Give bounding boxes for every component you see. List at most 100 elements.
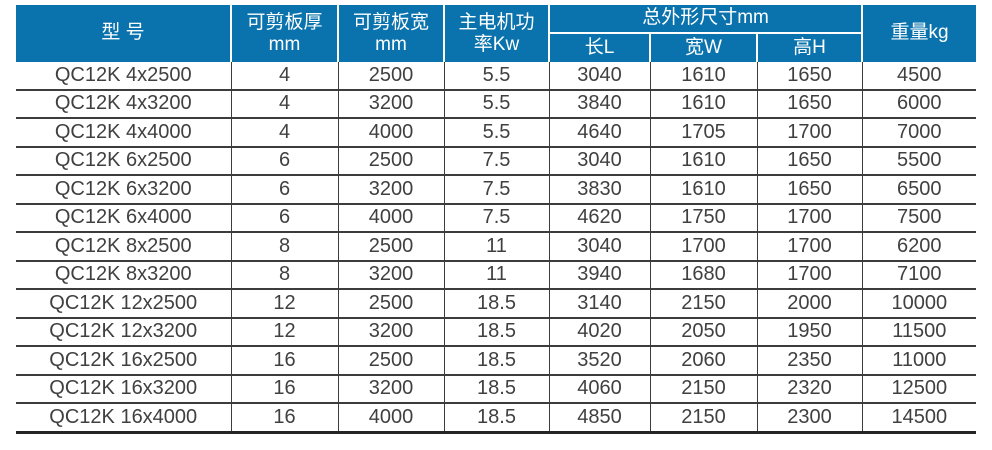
- table-row: QC12K 8x3200 8 3200 11 3940 1680 1700 7100: [16, 260, 977, 290]
- header-dim-height: 高H: [755, 32, 863, 62]
- cell-width: 3200: [337, 317, 444, 347]
- table-row: QC12K 16x2500 16 2500 18.5 3520 2060 2350 11000: [16, 346, 977, 376]
- cell-length: 4640: [548, 118, 650, 148]
- cell-width: 3200: [337, 374, 444, 404]
- cell-thickness: 8: [230, 232, 338, 262]
- table-row: QC12K 16x4000 16 4000 18.5 4850 2150 2300 14500: [16, 403, 977, 434]
- header-dim-width: 宽W: [649, 32, 757, 62]
- cell-dim-height: 2000: [756, 289, 863, 319]
- cell-dim-height: 1650: [756, 146, 863, 176]
- cell-thickness: 4: [230, 118, 338, 148]
- cell-thickness: 4: [230, 89, 338, 119]
- cell-model: QC12K 8x3200: [16, 260, 231, 290]
- table-row: QC12K 12x2500 12 2500 18.5 3140 2150 2000 10000: [16, 289, 977, 319]
- cell-thickness: 12: [230, 317, 338, 347]
- cell-dim-height: 1700: [756, 232, 863, 262]
- cell-dim-height: 2350: [756, 346, 863, 376]
- cell-width: 2500: [337, 62, 444, 91]
- cell-length: 3040: [548, 62, 650, 91]
- cell-thickness: 16: [230, 346, 338, 376]
- cell-model: QC12K 8x2500: [16, 232, 231, 262]
- table-row: QC12K 6x4000 6 4000 7.5 4620 1750 1700 7500: [16, 203, 977, 233]
- cell-dim-height: 1950: [756, 317, 863, 347]
- cell-dim-width: 1610: [649, 146, 757, 176]
- cell-weight: 6200: [861, 232, 977, 262]
- header-width-line1: 可剪板宽: [352, 11, 429, 33]
- header-power-line2: 率Kw: [473, 33, 520, 55]
- table-row: QC12K 4x4000 4 4000 5.5 4640 1705 1700 7000: [16, 118, 977, 148]
- cell-thickness: 6: [230, 146, 338, 176]
- cell-model: QC12K 4x2500: [16, 62, 231, 91]
- cell-model: QC12K 16x2500: [16, 346, 231, 376]
- cell-model: QC12K 16x4000: [16, 403, 231, 434]
- header-weight: 重量kg: [861, 5, 977, 62]
- table-row: QC12K 6x2500 6 2500 7.5 3040 1610 1650 5500: [16, 146, 977, 176]
- table-header: 型 号 可剪板厚 mm 可剪板宽 mm 主电机功 率Kw 总外形尺寸mm 重量k…: [16, 5, 977, 62]
- cell-length: 3040: [548, 232, 650, 262]
- cell-model: QC12K 6x4000: [16, 203, 231, 233]
- cell-dim-width: 2150: [649, 374, 757, 404]
- cell-dim-width: 1610: [649, 89, 757, 119]
- cell-width: 2500: [337, 289, 444, 319]
- cell-length: 4850: [548, 403, 650, 434]
- header-power-line1: 主电机功: [458, 11, 535, 33]
- cell-width: 4000: [337, 203, 444, 233]
- table-row: QC12K 4x2500 4 2500 5.5 3040 1610 1650 4500: [16, 62, 977, 91]
- cell-power: 18.5: [443, 289, 549, 319]
- cell-power: 11: [443, 260, 549, 290]
- cell-thickness: 12: [230, 289, 338, 319]
- cell-power: 5.5: [443, 62, 549, 91]
- spec-table: 型 号 可剪板厚 mm 可剪板宽 mm 主电机功 率Kw 总外形尺寸mm 重量k…: [16, 5, 977, 434]
- cell-power: 18.5: [443, 346, 549, 376]
- cell-length: 4020: [548, 317, 650, 347]
- cell-weight: 10000: [861, 289, 977, 319]
- cell-power: 7.5: [443, 203, 549, 233]
- cell-weight: 6000: [861, 89, 977, 119]
- header-model: 型 号: [16, 5, 231, 62]
- cell-width: 4000: [337, 118, 444, 148]
- cell-weight: 14500: [861, 403, 977, 434]
- cell-weight: 7500: [861, 203, 977, 233]
- cell-width: 2500: [337, 146, 444, 176]
- cell-thickness: 4: [230, 62, 338, 91]
- cell-model: QC12K 4x3200: [16, 89, 231, 119]
- table-row: QC12K 16x3200 16 3200 18.5 4060 2150 2320 12500: [16, 374, 977, 404]
- cell-width: 3200: [337, 89, 444, 119]
- header-width-line2: mm: [375, 33, 407, 55]
- cell-model: QC12K 4x4000: [16, 118, 231, 148]
- cell-width: 2500: [337, 232, 444, 262]
- cell-length: 4060: [548, 374, 650, 404]
- cell-length: 3140: [548, 289, 650, 319]
- cell-length: 3840: [548, 89, 650, 119]
- cell-dim-height: 1650: [756, 89, 863, 119]
- cell-power: 11: [443, 232, 549, 262]
- cell-power: 5.5: [443, 89, 549, 119]
- cell-dim-width: 1705: [649, 118, 757, 148]
- cell-weight: 12500: [861, 374, 977, 404]
- table-row: QC12K 12x3200 12 3200 18.5 4020 2050 1950 11500: [16, 317, 977, 347]
- cell-model: QC12K 12x2500: [16, 289, 231, 319]
- header-thickness-line2: mm: [268, 33, 301, 55]
- spec-table-container: 型 号 可剪板厚 mm 可剪板宽 mm 主电机功 率Kw 总外形尺寸mm 重量k…: [16, 5, 977, 434]
- cell-weight: 4500: [861, 62, 977, 91]
- cell-power: 18.5: [443, 403, 549, 434]
- cell-thickness: 8: [230, 260, 338, 290]
- cell-model: QC12K 6x2500: [16, 146, 231, 176]
- cell-power: 18.5: [443, 317, 549, 347]
- cell-weight: 7100: [861, 260, 977, 290]
- cell-dim-width: 2050: [649, 317, 757, 347]
- header-thickness-line1: 可剪板厚: [246, 11, 323, 33]
- cell-weight: 5500: [861, 146, 977, 176]
- cell-width: 4000: [337, 403, 444, 434]
- cell-thickness: 6: [230, 203, 338, 233]
- cell-length: 3830: [548, 175, 650, 205]
- cell-power: 7.5: [443, 175, 549, 205]
- cell-weight: 11500: [861, 317, 977, 347]
- cell-thickness: 16: [230, 403, 338, 434]
- cell-dim-height: 1700: [756, 203, 863, 233]
- cell-weight: 11000: [861, 346, 977, 376]
- cell-dim-width: 2060: [649, 346, 757, 376]
- cell-dim-width: 1610: [649, 62, 757, 91]
- cell-length: 3040: [548, 146, 650, 176]
- cell-width: 3200: [337, 260, 444, 290]
